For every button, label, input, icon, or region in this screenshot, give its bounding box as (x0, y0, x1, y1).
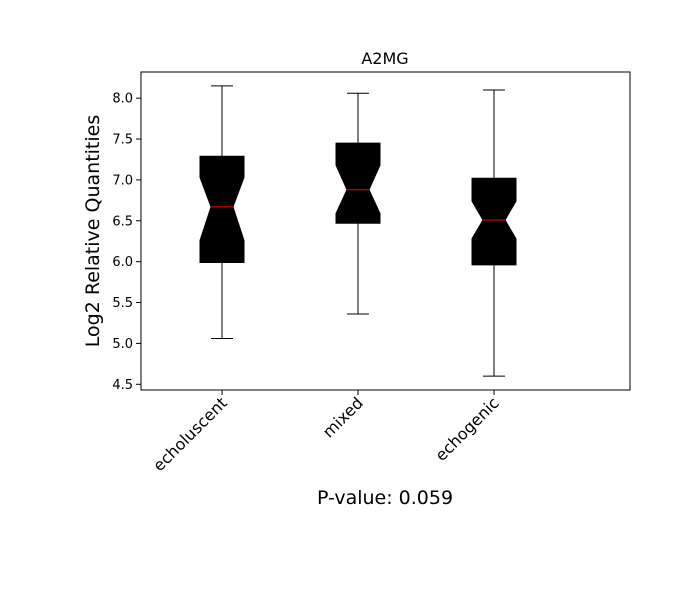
y-tick-label: 6.5 (112, 214, 133, 229)
y-tick-label: 7.0 (112, 173, 133, 188)
y-tick-label: 8.0 (112, 92, 133, 107)
x-tick-label: echoluscent (149, 393, 231, 475)
x-tick-label: echogenic (431, 393, 502, 464)
y-tick-label: 4.5 (112, 378, 133, 393)
y-tick-label: 7.5 (112, 133, 133, 148)
x-axis-label: P-value: 0.059 (317, 487, 453, 509)
y-axis-label: Log2 Relative Quantities (82, 115, 104, 347)
x-tick-label: mixed (319, 393, 367, 441)
box-mixed (335, 142, 381, 224)
chart-title: A2MG (361, 49, 408, 68)
plot-area: 4.5 5.0 5.5 6.0 6.5 7.0 7.5 8.0 echoluscent mixed… (112, 85, 517, 475)
y-tick-label: 5.0 (112, 337, 133, 352)
y-tick-label: 6.0 (112, 255, 133, 270)
axes-frame (140, 71, 631, 391)
box-echogenic (471, 177, 517, 266)
y-tick-label: 5.5 (112, 296, 133, 311)
box-echoluscent (199, 155, 245, 263)
